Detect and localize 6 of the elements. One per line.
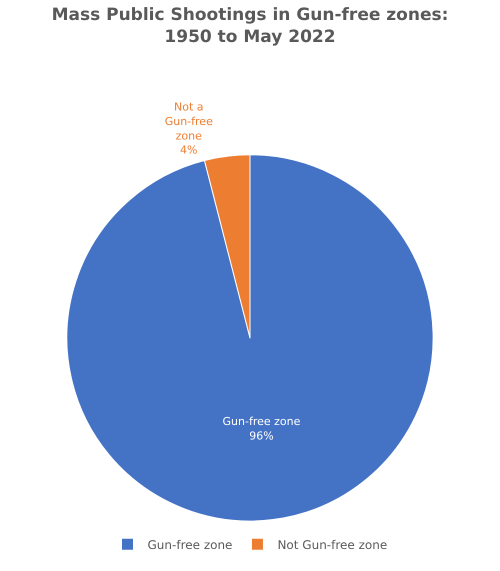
pie-slice (66, 154, 434, 522)
legend-label: Not Gun-free zone (277, 538, 388, 552)
chart-title: Mass Public Shootings in Gun-free zones: 1950 to May 2022 (52, 4, 448, 48)
data-label: Gun-free zone 96% (222, 415, 301, 443)
data-label: Not a Gun-free zone 4% (164, 100, 214, 157)
legend-label: Gun-free zone (148, 538, 232, 552)
